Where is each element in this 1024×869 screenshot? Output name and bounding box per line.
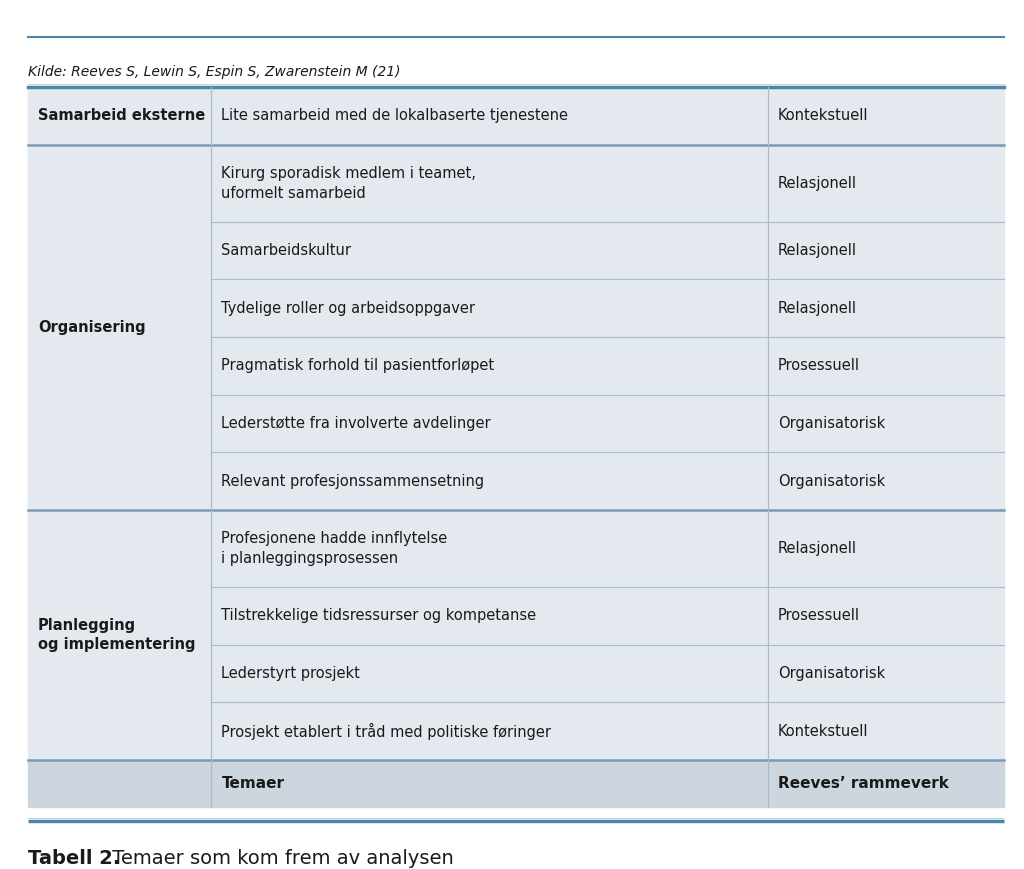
Text: Prosessuell: Prosessuell (778, 358, 860, 374)
Text: Prosjekt etablert i tråd med politiske føringer: Prosjekt etablert i tråd med politiske f… (221, 723, 552, 740)
Bar (28, 760, 1004, 807)
Text: Organisatorisk: Organisatorisk (778, 474, 885, 488)
Bar (28, 145, 1004, 222)
Text: Lederstyrt prosjekt: Lederstyrt prosjekt (221, 666, 360, 681)
Text: Prosessuell: Prosessuell (778, 608, 860, 623)
Bar (28, 453, 1004, 510)
Text: Reeves’ rammeverk: Reeves’ rammeverk (778, 776, 948, 791)
Text: Tabell 2.: Tabell 2. (28, 849, 120, 868)
Bar (28, 222, 1004, 279)
Text: Planlegging
og implementering: Planlegging og implementering (38, 618, 196, 653)
Text: Kontekstuell: Kontekstuell (778, 724, 868, 739)
Bar (28, 702, 1004, 760)
Text: Kontekstuell: Kontekstuell (778, 109, 868, 123)
Text: Relevant profesjonssammensetning: Relevant profesjonssammensetning (221, 474, 484, 488)
Text: Kirurg sporadisk medlem i teamet,
uformelt samarbeid: Kirurg sporadisk medlem i teamet, uforme… (221, 166, 476, 201)
Text: Tilstrekkelige tidsressurser og kompetanse: Tilstrekkelige tidsressurser og kompetan… (221, 608, 537, 623)
Text: Organisering: Organisering (38, 320, 145, 335)
Text: Samarbeid eksterne: Samarbeid eksterne (38, 109, 205, 123)
Text: Pragmatisk forhold til pasientforløpet: Pragmatisk forhold til pasientforløpet (221, 358, 495, 374)
Text: Temaer som kom frem av analysen: Temaer som kom frem av analysen (106, 849, 454, 868)
Text: Organisatorisk: Organisatorisk (778, 416, 885, 431)
Text: Organisatorisk: Organisatorisk (778, 666, 885, 681)
Text: Kilde: Reeves S, Lewin S, Espin S, Zwarenstein M (21): Kilde: Reeves S, Lewin S, Espin S, Zware… (28, 65, 400, 79)
Text: Relasjonell: Relasjonell (778, 301, 857, 315)
Bar (28, 587, 1004, 645)
Text: Tydelige roller og arbeidsoppgaver: Tydelige roller og arbeidsoppgaver (221, 301, 475, 315)
Text: Relasjonell: Relasjonell (778, 176, 857, 190)
Bar (28, 337, 1004, 395)
Bar (28, 87, 1004, 145)
Text: Temaer: Temaer (221, 776, 285, 791)
Bar (28, 395, 1004, 453)
Text: Lederstøtte fra involverte avdelinger: Lederstøtte fra involverte avdelinger (221, 416, 492, 431)
Text: Profesjonene hadde innflytelse
i planleggingsprosessen: Profesjonene hadde innflytelse i planleg… (221, 531, 447, 566)
Bar (28, 279, 1004, 337)
Bar (28, 510, 1004, 587)
Text: Samarbeidskultur: Samarbeidskultur (221, 243, 351, 258)
Text: Relasjonell: Relasjonell (778, 541, 857, 556)
Text: Relasjonell: Relasjonell (778, 243, 857, 258)
Bar (28, 645, 1004, 702)
Text: Lite samarbeid med de lokalbaserte tjenestene: Lite samarbeid med de lokalbaserte tjene… (221, 109, 568, 123)
